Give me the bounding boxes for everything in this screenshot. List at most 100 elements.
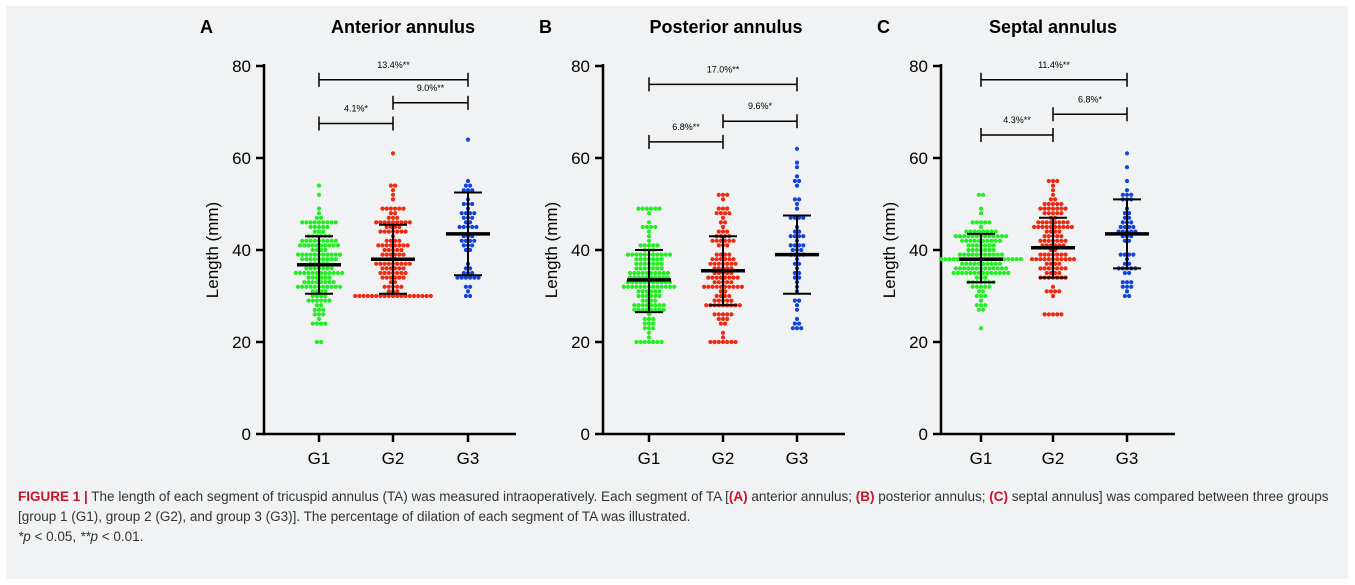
panel-a-g1-point — [331, 280, 336, 285]
panel-c-g2-point — [1065, 220, 1070, 225]
panel-a-g2-point — [388, 280, 393, 285]
panel-b-g2-point — [710, 257, 715, 262]
panel-b-letter: B — [539, 17, 552, 37]
panel-a-g3-point — [463, 275, 468, 280]
panel-c-g1-point — [983, 284, 988, 289]
panel-b-g3-point — [792, 243, 798, 248]
panel-b-g2-point — [706, 284, 711, 289]
panel-b-g2-point — [737, 303, 742, 308]
panel-a-g1-point — [325, 252, 330, 257]
panel-a-g1-point — [323, 280, 328, 285]
panel-a-g1-point — [308, 220, 313, 225]
panel-b-g1-point — [646, 243, 652, 248]
panel-a-g1-point — [308, 257, 313, 262]
panel-c-g3-point — [1122, 261, 1127, 266]
panel-c-g1-point — [966, 266, 971, 271]
panel-b-g2-point — [712, 312, 717, 317]
panel-b-g1-point — [642, 266, 647, 271]
panel-a-g2-point — [399, 261, 404, 266]
panel-c-g3-point — [1127, 238, 1132, 243]
panel-b-g2-point — [720, 229, 726, 234]
panel-b-g1-point — [642, 252, 647, 257]
panel-b-g2-point — [723, 293, 728, 299]
panel-c-g1-point — [993, 261, 998, 266]
panel-a-g3-point — [461, 243, 466, 248]
panel-a-g2-point — [397, 206, 402, 211]
panel-b-g1-point — [642, 261, 647, 266]
panel-c-g2-point — [1032, 224, 1037, 230]
panel-a-g1-point — [310, 289, 315, 294]
panel-a-g1-point — [304, 257, 309, 262]
panel-a-g2-point — [390, 220, 396, 225]
panel-c-bracket-g1-g3-label: 11.4%** — [1038, 60, 1070, 70]
panel-c-g2-point — [1055, 266, 1060, 271]
panel-a-g2-point — [388, 275, 393, 280]
panel-c-g1-point — [997, 261, 1003, 266]
panel-c-g1-point — [970, 234, 975, 239]
panel-b-g1-point — [644, 293, 650, 299]
panel-b-y-tick-label: 80 — [571, 57, 590, 76]
panel-a-g1-point — [314, 280, 319, 285]
panel-a-g2-point — [386, 270, 391, 276]
panel-a-g2-point — [353, 293, 358, 299]
panel-b-g1-point — [646, 229, 652, 234]
panel-c-g1-point — [981, 270, 986, 276]
panel-a-g2-point — [361, 293, 366, 299]
panel-c-g3-point — [1118, 252, 1123, 257]
panel-a-g3-point — [461, 201, 466, 207]
panel-c-g1-point — [968, 238, 973, 243]
panel-a-g1-point — [321, 252, 326, 257]
panel-c-g3-point — [1127, 215, 1132, 220]
panel-a-g1-point — [337, 252, 343, 257]
panel-c-g2-point — [1050, 312, 1056, 317]
panel-a-g1-point — [327, 298, 332, 303]
panel-a-g1-point — [316, 224, 322, 230]
panel-b-g2-point — [720, 312, 726, 317]
panel-a-g2-point — [380, 206, 385, 211]
panel-a-g3-point — [465, 178, 471, 184]
panel-a-g3-point — [468, 183, 473, 188]
panel-a-g1-point — [316, 316, 322, 322]
panel-b-g1-point — [657, 289, 662, 294]
panel-a-g3-point — [476, 275, 481, 280]
panel-b-g1-point — [640, 206, 645, 211]
panel-a-g1-point — [300, 238, 305, 243]
panel-b-g1-point — [636, 293, 641, 299]
panel-b-g1-point — [632, 303, 637, 308]
panel-b-g1-point — [653, 303, 658, 308]
caption-text-2: anterior annulus; — [747, 489, 856, 504]
panel-c-g1-point — [981, 289, 986, 294]
panel-b-g2-point — [716, 192, 721, 197]
panel-a-g2-point — [403, 293, 408, 299]
panel-a-g2-point — [395, 270, 400, 276]
panel-b-g1-point — [659, 339, 664, 345]
panel-a-g2-point — [386, 261, 391, 266]
panel-b-g2-point — [731, 275, 736, 280]
panel-b-g1-point — [655, 284, 660, 289]
panel-c-g1-point — [976, 261, 982, 266]
panel-c-bracket-g2-g3-label: 6.8%* — [1078, 94, 1103, 104]
panel-a-g2-point — [393, 275, 398, 280]
panel-a-g1-point — [333, 252, 338, 257]
panel-b-g1-point — [655, 257, 660, 262]
panel-b-g1-point — [659, 284, 664, 289]
panel-a-g1-point — [312, 229, 317, 234]
panel-c-g1-point — [983, 303, 988, 308]
panel-b-g3-point — [794, 183, 800, 188]
panel-b-g3-point — [792, 197, 798, 202]
panel-b-g1-point — [642, 243, 647, 248]
panel-c-g2-point — [1036, 220, 1041, 225]
panel-a-g3-point — [472, 238, 477, 243]
panel-a-g2-point — [393, 243, 398, 248]
panel-a-g1-point — [314, 247, 319, 253]
panel-a-g1-point — [325, 224, 330, 230]
panel-a-g3-point — [468, 211, 473, 216]
panel-a-y-tick-label: 60 — [232, 149, 251, 168]
panel-b-g1-point — [655, 252, 660, 257]
panel-c-ylabel: Length (mm) — [880, 202, 899, 298]
panel-b-g2-point — [716, 206, 721, 211]
panel-b-g1-point — [663, 284, 668, 289]
panel-c-g1-point — [970, 247, 975, 253]
panel-b-g1-point — [638, 261, 643, 266]
panel-c-g2-point — [1050, 178, 1056, 184]
